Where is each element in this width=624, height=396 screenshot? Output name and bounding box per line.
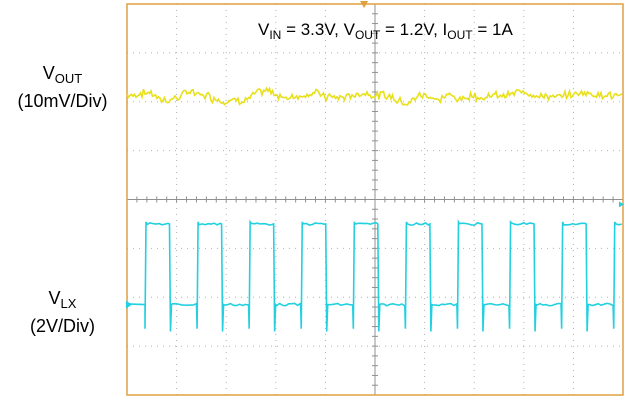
vlx-trace xyxy=(126,219,622,332)
vlx-scale-label: (2V/Div) xyxy=(29,316,95,336)
vout-scale-label: (10mV/Div) xyxy=(17,91,108,111)
vlx-trigger-level-marker xyxy=(619,201,624,208)
vlx-ground-marker xyxy=(126,300,132,309)
trigger-marker xyxy=(360,1,369,8)
vlx-channel-label: VLX (2V/Div) xyxy=(0,288,125,336)
screen-frame xyxy=(126,3,624,396)
test-conditions: VIN = 3.3V, VOUT = 1.2V, IOUT = 1A xyxy=(258,20,513,42)
vout-trace xyxy=(126,86,623,106)
vout-channel-label: VOUT (10mV/Div) xyxy=(0,63,125,111)
